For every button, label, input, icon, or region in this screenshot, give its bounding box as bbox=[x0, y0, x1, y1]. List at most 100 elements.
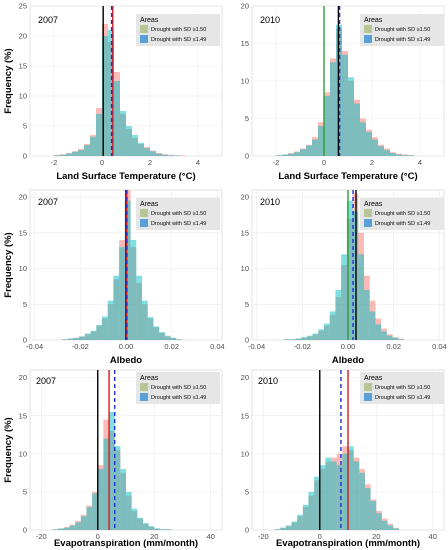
histogram-bar-sd-le-1-49 bbox=[137, 517, 143, 530]
histogram-bar-sd-le-1-49 bbox=[387, 525, 394, 530]
histogram-bar-sd-ge-1-50 bbox=[180, 155, 186, 156]
y-tick-label: 20 bbox=[19, 373, 27, 382]
legend-swatch bbox=[140, 383, 148, 391]
x-tick-label: 2 bbox=[148, 158, 152, 167]
x-tick-label: -0.04 bbox=[26, 342, 43, 351]
y-tick-label: 20 bbox=[241, 373, 249, 382]
panel-label: 2010 bbox=[260, 15, 280, 25]
histogram-bar-sd-le-1-49 bbox=[381, 331, 387, 340]
panel-label: 2007 bbox=[38, 15, 58, 25]
histogram-bar-sd-le-1-49 bbox=[90, 136, 96, 156]
legend-label: Drought with SD ≤1.49 bbox=[375, 395, 430, 401]
histogram-bar-sd-le-1-49 bbox=[378, 146, 384, 156]
histogram-bar-sd-le-1-49 bbox=[102, 316, 108, 340]
legend-label: Drought with SD ≤1.49 bbox=[151, 37, 206, 43]
x-tick-label: 20 bbox=[150, 532, 158, 541]
legend-swatch bbox=[364, 25, 372, 33]
y-tick-label: 15 bbox=[19, 411, 27, 420]
x-tick-label: -0.02 bbox=[294, 342, 311, 351]
y-axis-title: Frequency (%) bbox=[3, 48, 14, 113]
legend-label: Drought with SD ≥1.50 bbox=[151, 211, 206, 217]
histogram-bar-sd-le-1-49 bbox=[302, 504, 309, 530]
x-tick-label: -20 bbox=[258, 532, 269, 541]
histogram-bar-sd-le-1-49 bbox=[54, 155, 60, 156]
legend-swatch bbox=[364, 219, 372, 227]
y-tick-label: 25 bbox=[19, 2, 27, 11]
histogram-bar-sd-le-1-49 bbox=[102, 36, 108, 156]
histogram-bar-sd-le-1-49 bbox=[342, 453, 348, 530]
histogram-bar-sd-le-1-49 bbox=[370, 501, 377, 530]
histogram-bar-sd-le-1-49 bbox=[96, 325, 102, 340]
y-tick-label: 5 bbox=[245, 488, 249, 497]
histogram-bar-sd-le-1-49 bbox=[119, 247, 125, 340]
x-axis-title: Albedo bbox=[110, 355, 142, 366]
x-tick-label: 0.00 bbox=[119, 342, 134, 351]
histogram-bar-sd-le-1-49 bbox=[96, 114, 102, 156]
histogram-bar-sd-le-1-49 bbox=[319, 465, 326, 530]
histogram-bar-sd-le-1-49 bbox=[126, 126, 132, 156]
panel-label: 2007 bbox=[36, 376, 56, 386]
histogram-bar-sd-le-1-49 bbox=[90, 330, 97, 340]
x-tick-label: 0 bbox=[96, 532, 100, 541]
histogram-bar-sd-le-1-49 bbox=[306, 335, 313, 340]
histogram-bar-sd-le-1-49 bbox=[120, 469, 126, 530]
histogram-bar-sd-le-1-49 bbox=[330, 62, 336, 156]
histogram-bar-sd-le-1-49 bbox=[114, 81, 120, 156]
y-axis-title: Frequency (%) bbox=[3, 232, 14, 297]
histogram-bar-sd-le-1-49 bbox=[62, 339, 68, 340]
histogram-bar-sd-le-1-49 bbox=[353, 461, 360, 530]
legend-background bbox=[360, 14, 444, 46]
legend-swatch bbox=[364, 393, 372, 401]
x-tick-label: -2 bbox=[51, 158, 58, 167]
legend: Areas Drought with SD ≥1.50 Drought with S… bbox=[360, 372, 444, 404]
legend-title: Areas bbox=[364, 201, 383, 208]
histogram-bar-sd-le-1-49 bbox=[165, 529, 172, 530]
y-tick-label: 20 bbox=[19, 32, 27, 41]
histogram-bar-sd-le-1-49 bbox=[354, 103, 360, 156]
x-axis-title: Land Surface Temperature (°C) bbox=[56, 171, 195, 182]
y-tick-label: 10 bbox=[19, 264, 27, 273]
histogram-bar-sd-le-1-49 bbox=[341, 254, 347, 340]
histogram-bar-sd-le-1-49 bbox=[348, 446, 354, 530]
legend-swatch bbox=[364, 383, 372, 391]
histogram-bar-sd-le-1-49 bbox=[324, 323, 330, 340]
legend-title: Areas bbox=[140, 375, 159, 382]
y-tick-label: 10 bbox=[241, 449, 249, 458]
histogram-bar-sd-le-1-49 bbox=[314, 476, 320, 530]
legend-title: Areas bbox=[140, 201, 159, 208]
histogram-bar-sd-le-1-49 bbox=[396, 154, 402, 156]
histogram-bar-sd-le-1-49 bbox=[384, 150, 390, 156]
histogram-bar-sd-le-1-49 bbox=[73, 337, 80, 340]
x-tick-label: 0 bbox=[322, 158, 326, 167]
histogram-bar-sd-le-1-49 bbox=[393, 528, 399, 530]
y-tick-label: 5 bbox=[245, 114, 249, 123]
histogram-bar-sd-le-1-49 bbox=[164, 335, 171, 340]
legend-swatch bbox=[140, 35, 148, 43]
histogram-bar-sd-le-1-49 bbox=[325, 457, 332, 530]
panel-label: 2007 bbox=[38, 197, 58, 207]
legend: Areas Drought with SD ≥1.50 Drought with S… bbox=[136, 372, 220, 404]
histogram-bar-sd-le-1-49 bbox=[324, 96, 330, 156]
histogram-bar-sd-le-1-49 bbox=[294, 152, 300, 156]
y-tick-label: 0 bbox=[245, 152, 249, 161]
histogram-bar-sd-le-1-49 bbox=[335, 290, 342, 340]
histogram-bar-sd-le-1-49 bbox=[285, 525, 292, 530]
x-tick-label: 0 bbox=[318, 532, 322, 541]
legend: Areas Drought with SD ≥1.50 Drought with S… bbox=[136, 198, 220, 230]
y-tick-label: 10 bbox=[19, 449, 27, 458]
legend-label: Drought with SD ≥1.50 bbox=[375, 385, 430, 391]
panel-et-2010: 0 5 10 15 20 -20 0 20 40 Evapotranspiration (mm/… bbox=[241, 369, 445, 549]
legend-label: Drought with SD ≥1.50 bbox=[375, 27, 430, 33]
histogram-bar-sd-le-1-49 bbox=[308, 491, 315, 530]
histogram-bar-sd-le-1-49 bbox=[69, 525, 76, 530]
histogram-bar-sd-le-1-49 bbox=[276, 155, 282, 156]
panel-label: 2010 bbox=[258, 376, 278, 386]
histogram-bar-sd-le-1-49 bbox=[136, 275, 142, 340]
histogram-bar-sd-le-1-49 bbox=[52, 529, 59, 530]
legend-label: Drought with SD ≥1.50 bbox=[375, 211, 430, 217]
x-tick-label: 0.04 bbox=[210, 342, 225, 351]
legend: Areas Drought with SD ≥1.50 Drought with S… bbox=[136, 14, 220, 46]
y-tick-label: 20 bbox=[241, 2, 249, 11]
histogram-bar-sd-le-1-49 bbox=[284, 339, 290, 340]
